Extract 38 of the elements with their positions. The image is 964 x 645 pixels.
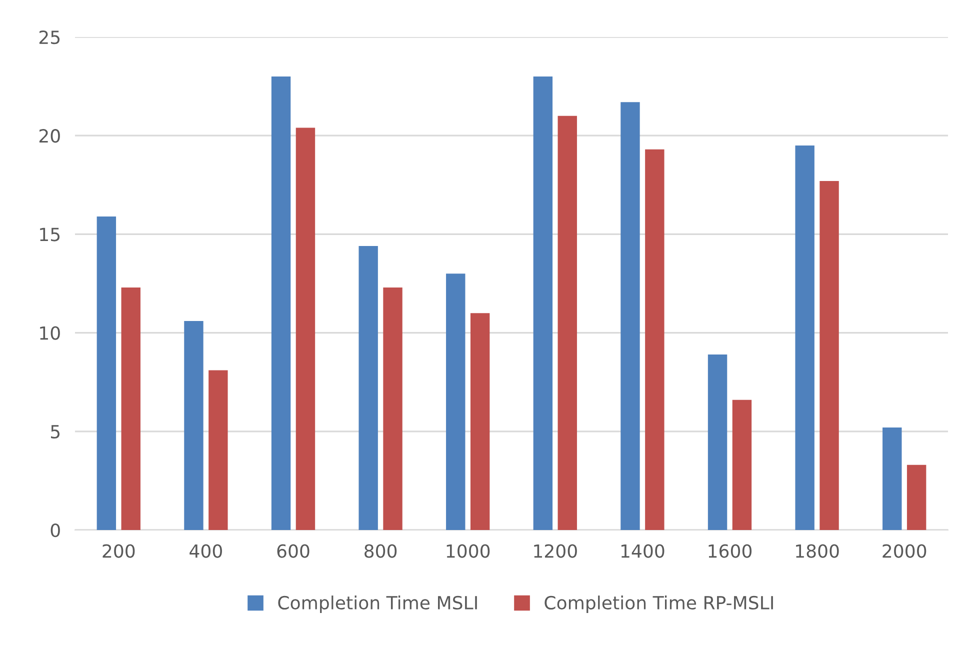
x-tick-label: 1600	[708, 544, 752, 558]
bar	[358, 246, 378, 530]
bar	[732, 400, 752, 530]
bar	[96, 216, 116, 530]
x-tick-label: 800	[364, 544, 397, 558]
bar	[184, 320, 204, 530]
bar	[708, 354, 728, 530]
bar	[446, 274, 466, 530]
bar	[558, 116, 577, 530]
y-tick-label: 20	[39, 129, 60, 143]
bar	[208, 370, 228, 530]
bar	[906, 464, 926, 530]
x-tick-label: 200	[102, 544, 135, 558]
bar	[795, 145, 814, 530]
y-tick-label: 0	[50, 523, 60, 538]
bar	[820, 180, 839, 530]
y-tick-label: 15	[40, 228, 60, 242]
y-tick-label: 5	[51, 425, 60, 439]
bar	[470, 313, 490, 530]
y-tick-label: 10	[40, 326, 60, 340]
bar	[620, 102, 640, 530]
bar	[271, 76, 291, 530]
x-tick-label: 600	[277, 544, 310, 558]
bar	[882, 427, 902, 530]
x-tick-label: 1800	[796, 544, 839, 558]
y-tick-label: 25	[39, 30, 60, 44]
bar	[533, 76, 553, 530]
x-tick-label: 2000	[882, 544, 926, 558]
legend-label: Completion Time RP-MSLI	[544, 596, 773, 614]
x-tick-label: 400	[190, 544, 222, 558]
x-tick-label: 1400	[621, 544, 664, 558]
x-tick-label: 1200	[534, 544, 577, 558]
bar	[645, 149, 664, 530]
x-tick-label: 1000	[446, 544, 490, 558]
bar	[121, 287, 140, 530]
legend-label: Completion Time MSLI	[278, 596, 477, 614]
bar	[383, 287, 402, 530]
bar	[296, 128, 316, 530]
